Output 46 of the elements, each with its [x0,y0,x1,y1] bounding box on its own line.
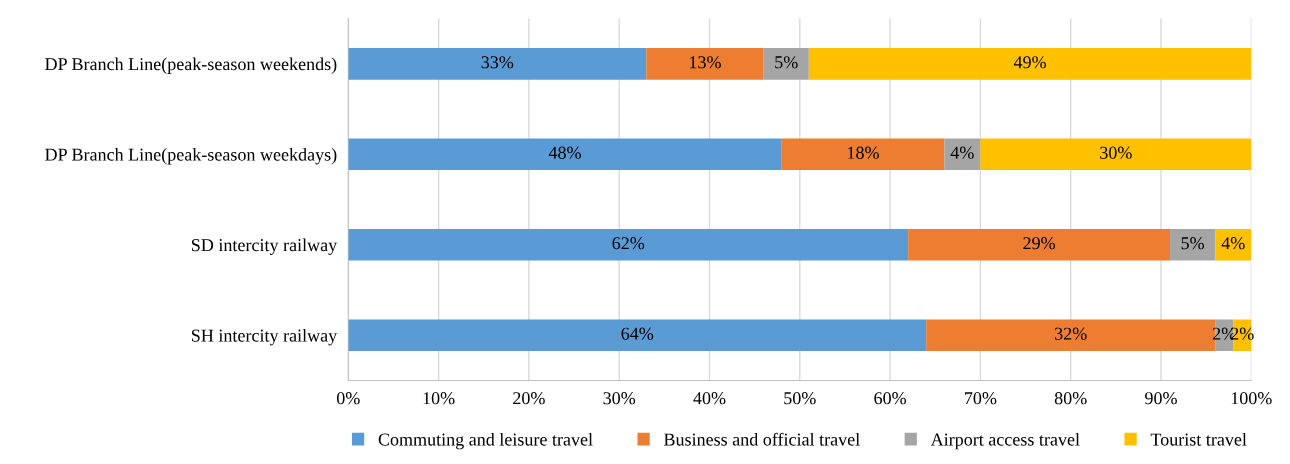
data-label: 48% [548,146,581,159]
data-label: 49% [1013,56,1046,69]
legend-label: Commuting and leisure travel [378,432,593,450]
bar [646,47,764,80]
y-tick-label: SH intercity railway [191,328,338,346]
data-label: 62% [612,237,645,250]
bar [348,138,782,171]
data-label: 4% [1221,237,1245,250]
legend-label: Business and official travel [663,432,860,446]
data-label: 64% [621,327,654,340]
bar [908,228,1171,261]
data-label: 30% [1100,146,1132,159]
x-tick-label: 20% [513,392,545,405]
data-label: 13% [690,56,721,69]
x-tick-label: 80% [1054,392,1087,405]
bar [944,138,981,171]
x-tick-label: 100% [1231,392,1272,405]
y-tick-label: DP Branch Line(peak-season weekends) [45,57,337,74]
bar [348,47,647,80]
bar [781,138,945,171]
legend-label: Tourist travel [1150,432,1247,446]
x-tick-label: 60% [874,392,907,405]
x-tick-label: 40% [693,392,726,405]
x-tick-label: 90% [1145,392,1177,405]
data-label: 4% [950,146,974,159]
y-tick-label: DP Branch Line(peak-season weekdays) [45,148,337,165]
bar [763,47,809,80]
data-label: 5% [775,56,798,69]
x-tick-label: 70% [965,392,997,405]
x-tick-label: 50% [784,392,816,405]
data-label: 18% [848,146,879,159]
data-label: 33% [481,56,514,69]
x-tick-label: 30% [603,392,636,405]
legend-label: Airport access travel [930,432,1080,450]
x-tick-label: 10% [423,392,455,405]
data-label: 5% [1181,237,1205,250]
x-tick-label: 0% [336,392,360,405]
y-tick-label: SD intercity railway [191,238,338,255]
bar [348,319,927,352]
bar [808,47,1252,80]
data-label: 32% [1055,327,1087,340]
bar [1170,228,1216,261]
bar [1215,228,1252,261]
data-label: 29% [1023,237,1056,250]
bar [348,228,909,261]
bar [980,138,1252,171]
